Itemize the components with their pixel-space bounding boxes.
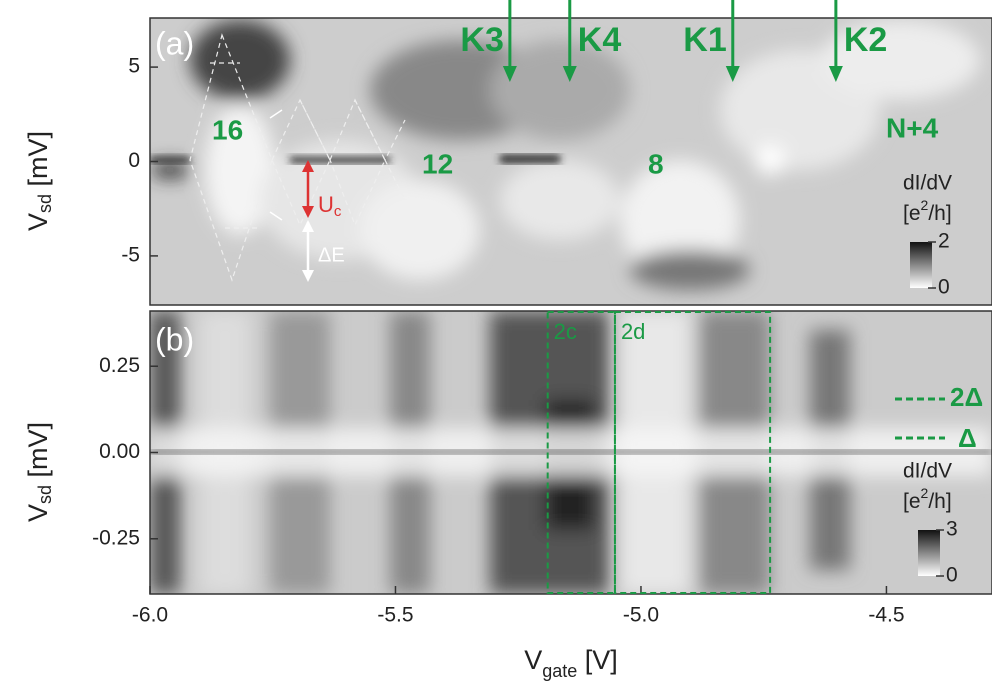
marker-label: K2 xyxy=(844,21,887,59)
y-tick-label: 0.25 xyxy=(99,354,140,377)
annotation: 8 xyxy=(648,148,664,179)
x-tick-label: -5.5 xyxy=(377,604,413,627)
region-box xyxy=(546,311,616,594)
colorbar xyxy=(918,530,940,576)
annotation: 12 xyxy=(422,148,453,179)
gap-label: 2Δ xyxy=(950,382,983,412)
marker-arrowhead xyxy=(502,66,517,82)
y-tick-label: 5 xyxy=(128,55,140,78)
colorbar-tick-label: 0 xyxy=(946,564,958,587)
marker-label: K1 xyxy=(683,21,726,59)
unit-part: /h] xyxy=(928,490,951,513)
annotation: N+4 xyxy=(886,112,939,143)
region-label: 2d xyxy=(621,319,645,344)
y-tick-label: -5 xyxy=(121,243,140,266)
heatmap-b xyxy=(150,311,992,594)
panel-label: (a) xyxy=(155,25,194,61)
annotation: Uc xyxy=(318,192,342,220)
y-tick-label: -0.25 xyxy=(92,526,140,549)
colorbar-tick-label: 2 xyxy=(938,230,950,253)
marker-arrowhead xyxy=(725,66,740,82)
colorbar-unit: [e2/h] xyxy=(903,197,952,225)
colorbar-tick-label: 3 xyxy=(946,518,958,541)
annotation: 16 xyxy=(212,114,243,145)
colorbar-title: dI/dV xyxy=(903,460,952,483)
x-tick-label: -5.0 xyxy=(623,604,659,627)
colorbar-title: dI/dV xyxy=(903,172,952,195)
marker-arrowhead xyxy=(562,66,577,82)
unit-part: /h] xyxy=(928,202,951,225)
arrows xyxy=(269,109,314,282)
unit-part: [e xyxy=(903,202,921,225)
colorbar-unit: [e2/h] xyxy=(903,485,952,513)
colorbar xyxy=(910,242,932,288)
x-tick-label: -4.5 xyxy=(868,604,904,627)
panel-label: (b) xyxy=(155,321,194,357)
gap-legend xyxy=(895,397,945,440)
y-tick-label: 0.00 xyxy=(99,440,140,463)
colorbar-tick-label: 0 xyxy=(938,276,950,299)
marker-arrowhead xyxy=(828,66,843,82)
x-axis-label: Vgate [V] xyxy=(524,645,618,681)
y-axis-label: Vsd [mV] xyxy=(23,131,55,231)
unit-part: 2 xyxy=(921,485,929,501)
x-tick-label: -6.0 xyxy=(132,604,168,627)
unit-part: 2 xyxy=(921,197,929,213)
y-axis-label: Vsd [mV] xyxy=(23,422,55,522)
marker-label: K4 xyxy=(578,21,622,59)
annotation: ΔE xyxy=(318,244,345,266)
gap-label: Δ xyxy=(958,423,977,453)
region-box xyxy=(613,311,772,594)
marker-label: K3 xyxy=(460,21,503,59)
region-label: 2c xyxy=(554,319,577,344)
unit-part: [e xyxy=(903,490,921,513)
y-tick-label: 0 xyxy=(128,149,140,172)
